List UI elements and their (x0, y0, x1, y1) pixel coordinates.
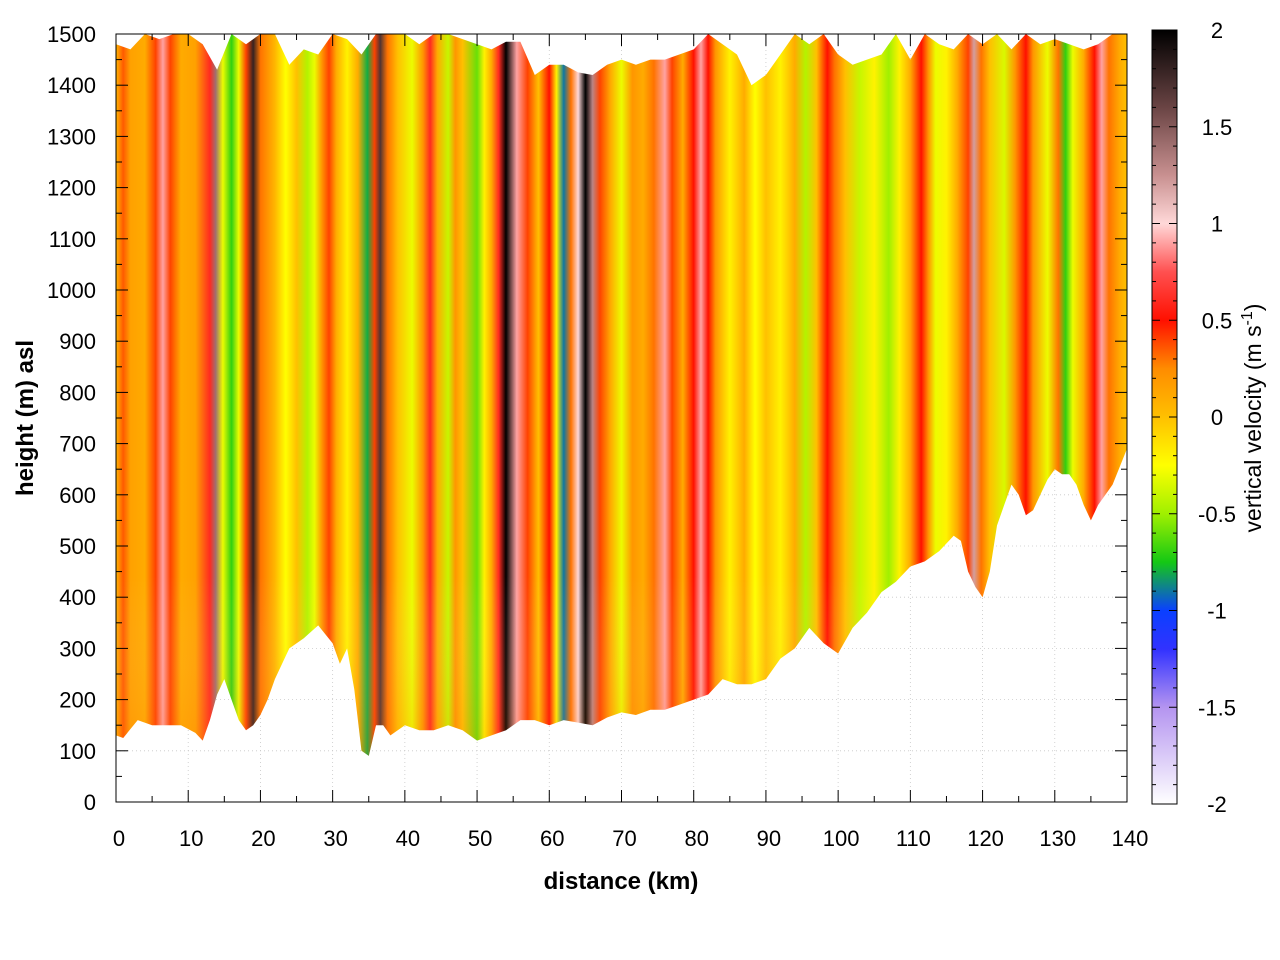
colorbar-title-end: ) (1240, 304, 1266, 312)
y-tick-label: 700 (59, 432, 96, 457)
y-tick-label: 300 (59, 636, 96, 661)
colorbar-tick-label: 1.5 (1202, 115, 1233, 140)
x-tick-label: 20 (251, 826, 275, 851)
x-tick-label: 60 (540, 826, 564, 851)
plot-area (116, 34, 1127, 756)
y-axis-title: height (m) asl (12, 340, 39, 496)
y-tick-label: 0 (84, 790, 96, 815)
y-tick-label: 600 (59, 483, 96, 508)
colorbar-tick-label: 1 (1211, 212, 1223, 237)
x-tick-label: 130 (1039, 826, 1076, 851)
x-tick-label: 80 (684, 826, 708, 851)
colorbar-tick-label: 0.5 (1202, 308, 1233, 333)
velocity-field-shade (116, 34, 1127, 756)
y-tick-label: 1300 (47, 124, 96, 149)
y-tick-label: 100 (59, 739, 96, 764)
x-tick-label: 10 (179, 826, 203, 851)
colorbar-tick-label: 2 (1211, 18, 1223, 43)
x-tick-label: 40 (396, 826, 420, 851)
x-axis-title: distance (km) (544, 868, 699, 895)
x-tick-label: 100 (823, 826, 860, 851)
y-tick-label: 1200 (47, 176, 96, 201)
colorbar-title: vertical velocity (m s-1) (1239, 304, 1266, 533)
colorbar-tick-label: -2 (1207, 792, 1227, 817)
colorbar-tick-label: -1 (1207, 599, 1227, 624)
colorbar-ticks: 2 1.5 1 0.5 0 -0.5 -1 -1.5 -2 (1152, 18, 1236, 817)
x-tick-label: 90 (757, 826, 781, 851)
x-tick-label: 30 (323, 826, 347, 851)
y-tick-label: 1400 (47, 73, 96, 98)
colorbar-tick-label: -1.5 (1198, 695, 1236, 720)
colorbar-tick-label: 0 (1211, 405, 1223, 430)
x-tick-label: 50 (468, 826, 492, 851)
y-tick-label: 800 (59, 380, 96, 405)
x-tick-label: 70 (612, 826, 636, 851)
y-tick-label: 1500 (47, 22, 96, 47)
y-tick-label: 400 (59, 585, 96, 610)
x-tick-label: 120 (967, 826, 1004, 851)
x-tick-label: 140 (1112, 826, 1149, 851)
colorbar-tick-label: -0.5 (1198, 502, 1236, 527)
y-axis: 0 100 200 300 400 500 600 700 800 900 1000 1100 1200… (47, 22, 1127, 815)
y-tick-label: 1100 (49, 227, 96, 252)
y-tick-label: 900 (59, 329, 96, 354)
x-axis: 0 10 20 30 40 50 60 70 80 90 100 110 120 130 140 (113, 34, 1148, 851)
colorbar-title-sup: -1 (1239, 311, 1256, 325)
colorbar: 2 1.5 1 0.5 0 -0.5 -1 -1.5 -2 vertical velocity … (1151, 18, 1266, 817)
y-tick-label: 200 (59, 688, 96, 713)
y-tick-label: 500 (59, 534, 96, 559)
y-tick-label: 1000 (47, 278, 96, 303)
x-tick-label: 0 (113, 826, 125, 851)
colorbar-title-main: vertical velocity (m s (1240, 325, 1266, 532)
x-tick-label: 110 (896, 826, 931, 851)
